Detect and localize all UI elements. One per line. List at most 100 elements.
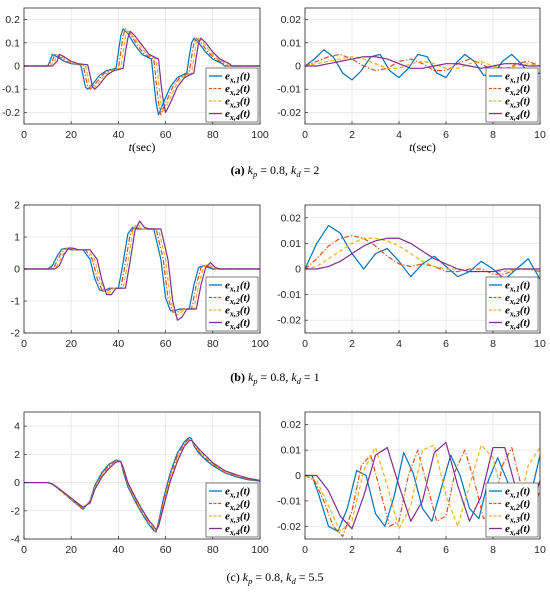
x-tick-label: 40 <box>113 544 125 556</box>
series-group <box>305 49 540 81</box>
legend-label-1: ex,1(t) <box>505 71 530 85</box>
x-tick-label: 60 <box>160 129 172 141</box>
legend-label-4: ex,4(t) <box>225 523 250 537</box>
legend-label-4: ex,4(t) <box>505 523 530 537</box>
y-tick-label: -1 <box>11 296 20 308</box>
legend: ex,1(t)ex,2(t)ex,3(t)ex,4(t) <box>205 276 259 332</box>
series-group <box>24 220 260 321</box>
legend-label-1: ex,1(t) <box>505 486 530 500</box>
y-tick-label: -0.1 <box>2 84 20 96</box>
legend-label-3: ex,3(t) <box>505 96 530 110</box>
x-tick-label: 80 <box>207 129 219 141</box>
y-tick-label: 0 <box>14 61 20 73</box>
y-tick-label: -0.01 <box>277 495 301 507</box>
y-tick-label: 0.1 <box>5 37 20 49</box>
series-line-2 <box>24 225 260 313</box>
y-tick-label: 4 <box>14 421 20 433</box>
x-tick-label: 100 <box>251 129 269 141</box>
series-line-4 <box>24 30 260 114</box>
legend-label-3: ex,3(t) <box>225 305 250 319</box>
x-tick-label: 20 <box>65 338 77 350</box>
x-tick-label: 100 <box>251 338 269 350</box>
legend-label-3: ex,3(t) <box>505 511 530 525</box>
x-tick-label: 8 <box>490 544 496 556</box>
y-tick-label: -0.02 <box>277 521 301 533</box>
series-line-3 <box>305 56 540 69</box>
series-line-1 <box>305 224 540 280</box>
legend: ex,1(t)ex,2(t)ex,3(t)ex,4(t) <box>205 482 259 538</box>
y-tick-label: -0.01 <box>277 289 301 301</box>
series-line-2 <box>305 235 540 275</box>
x-tick-label: 80 <box>207 544 219 556</box>
chart-a-right: 0 2 4 6 8 10-0.02-0.0100.010.02t(sec)ex,1(t)e… <box>277 7 546 154</box>
x-tick-label: 6 <box>443 338 449 350</box>
y-tick-label: -0.02 <box>277 315 301 327</box>
x-tick-label: 20 <box>65 129 77 141</box>
x-tick-label: 0 <box>302 544 308 556</box>
y-tick-label: 1 <box>14 232 20 244</box>
x-tick-label: 0 <box>21 338 27 350</box>
x-tick-label: 10 <box>534 129 546 141</box>
legend-label-4: ex,4(t) <box>225 108 250 122</box>
series-line-3 <box>24 223 260 316</box>
axes-box <box>23 411 261 540</box>
legend-label-1: ex,1(t) <box>505 280 530 294</box>
legend-label-1: ex,1(t) <box>225 280 250 294</box>
y-tick-label: 0.02 <box>281 14 302 26</box>
legend-label-2: ex,2(t) <box>505 292 530 306</box>
y-tick-label: 0.02 <box>281 212 302 224</box>
y-tick-label: -2 <box>11 505 20 517</box>
chart-b-right: 0 2 4 6 8 10 -0.02 -0.01 0 0.01 0.02 ex,1(t)ex,2(t)… <box>277 204 546 350</box>
legend-label-2: ex,2(t) <box>225 83 250 97</box>
x-tick-label: 0 <box>21 129 27 141</box>
x-tick-label: 0 <box>302 129 308 141</box>
x-tick-label: 60 <box>160 544 172 556</box>
legend-label-3: ex,3(t) <box>225 511 250 525</box>
legend-label-3: ex,3(t) <box>505 305 530 319</box>
legend: ex,1(t)ex,2(t)ex,3(t)ex,4(t) <box>485 482 539 538</box>
x-tick-label: 8 <box>490 129 496 141</box>
series-line-1 <box>305 452 540 532</box>
y-tick-label: 0.2 <box>5 14 20 26</box>
y-tick-label: -0.2 <box>2 107 20 119</box>
legend-label-1: ex,1(t) <box>225 71 250 85</box>
chart-c-left: 0 20 40 60 80 100 -4 -2 0 2 4 ex,1(t)ex,2(t)ex,3(t)… <box>11 411 269 556</box>
x-tick-label: 2 <box>349 544 355 556</box>
legend-label-1: ex,1(t) <box>225 486 250 500</box>
x-tick-label: 0 <box>302 338 308 350</box>
y-tick-label: 2 <box>14 449 20 461</box>
y-tick-label: 0 <box>14 477 20 489</box>
x-tick-label: 4 <box>396 129 402 141</box>
x-tick-label: 2 <box>349 338 355 350</box>
series-line-2 <box>305 53 540 72</box>
x-tick-label: 40 <box>113 338 125 350</box>
y-tick-label: 0.01 <box>281 37 302 49</box>
x-axis-label: t(sec) <box>409 140 436 154</box>
legend: ex,1(t)ex,2(t)ex,3(t)ex,4(t) <box>485 67 539 123</box>
series-line-4 <box>24 439 260 531</box>
series-line-3 <box>305 237 540 273</box>
legend: ex,1(t)ex,2(t)ex,3(t)ex,4(t) <box>485 276 539 332</box>
y-tick-label: 0.02 <box>281 419 302 431</box>
x-tick-label: 40 <box>113 129 125 141</box>
series-line-4 <box>305 56 540 69</box>
y-tick-label: 0.01 <box>281 445 302 457</box>
chart-c-right: 0 2 4 6 8 10 -0.02 -0.01 0 0.01 0.02 ex,1(t)ex,2(t)… <box>277 411 546 556</box>
y-tick-label: 0 <box>295 61 301 73</box>
series-line-1 <box>305 49 540 81</box>
x-tick-label: 60 <box>160 338 172 350</box>
x-tick-label: 4 <box>396 338 402 350</box>
x-tick-label: 6 <box>443 544 449 556</box>
chart-a-left: 0 20 40 60 80 100 -0.2 -0.1 0 0.1 0.2 t(sec) ex,1(t)… <box>2 7 269 154</box>
legend-label-4: ex,4(t) <box>225 317 250 331</box>
series-group <box>24 28 260 116</box>
y-tick-label: 0 <box>295 470 301 482</box>
y-tick-label: -0.01 <box>277 84 301 96</box>
y-tick-label: -0.02 <box>277 107 301 119</box>
x-tick-label: 0 <box>21 544 27 556</box>
chart-b-left: 0 20 40 60 80 100 -2 -1 0 1 2 ex,1(t)ex,2(t)ex,3(t)… <box>11 200 269 351</box>
legend: ex,1(t)ex,2(t)ex,3(t)ex,4(t) <box>205 67 259 123</box>
y-tick-label: -4 <box>11 534 20 546</box>
